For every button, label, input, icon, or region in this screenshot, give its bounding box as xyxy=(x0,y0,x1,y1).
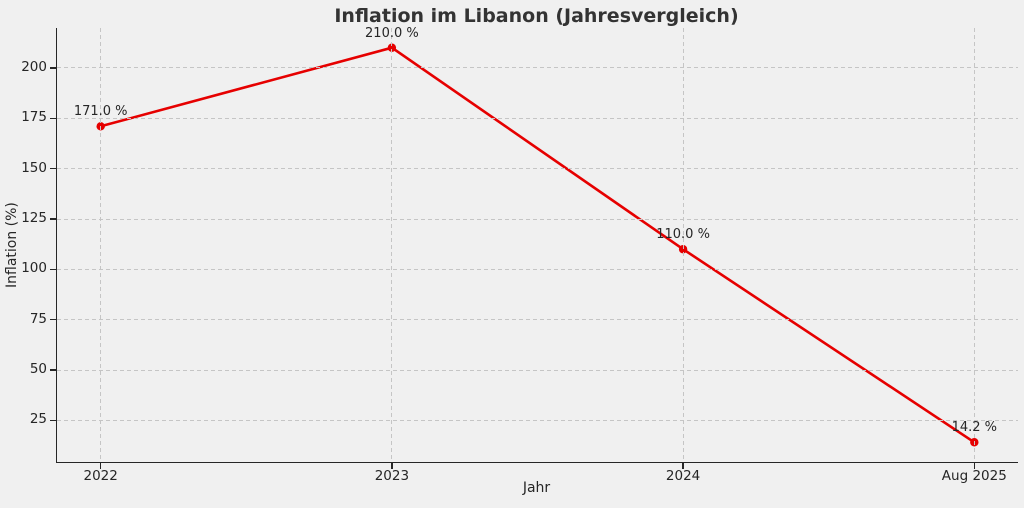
data-point-marker xyxy=(678,245,688,254)
y-tick-label: 100 xyxy=(21,260,47,277)
y-tick-label: 50 xyxy=(29,361,47,378)
y-tick-mark xyxy=(50,67,56,69)
chart-title: Inflation im Libanon (Jahresvergleich) xyxy=(334,5,739,27)
x-tick-mark xyxy=(682,463,684,469)
x-tick-label: 2023 xyxy=(374,468,410,484)
plot-area: 25 50 75 100 125 150 175 200 2022 2023 2024 Aug 202… xyxy=(21,26,1018,484)
series-line xyxy=(100,46,976,444)
y-tick-label: 75 xyxy=(29,310,47,327)
y-tick-label: 175 xyxy=(21,109,47,126)
y-tick-mark xyxy=(50,167,56,170)
y-tick-label: 150 xyxy=(21,159,47,176)
y-axis-title: Inflation (%) xyxy=(4,202,20,288)
y-tick-mark xyxy=(50,369,56,371)
x-tick-label: Aug 2025 xyxy=(941,468,1007,484)
x-tick-mark xyxy=(973,463,975,469)
inflation-line-series xyxy=(96,43,979,447)
y-tick-mark xyxy=(50,218,56,220)
x-tick-mark xyxy=(99,463,102,469)
data-point-marker xyxy=(96,122,105,131)
y-tick-label: 200 xyxy=(21,58,47,75)
x-tick-label: 2024 xyxy=(665,468,701,484)
data-point-marker xyxy=(387,43,397,52)
x-axis-title: Jahr xyxy=(522,480,551,496)
y-tick-mark xyxy=(50,419,56,422)
x-tick-label: 2022 xyxy=(83,468,118,484)
y-tick-label: 25 xyxy=(29,411,47,428)
y-tick-label: 125 xyxy=(21,210,47,226)
x-tick-mark xyxy=(391,463,393,469)
y-tick-mark xyxy=(50,117,56,119)
data-point-marker xyxy=(970,438,979,447)
y-tick-mark xyxy=(50,268,56,271)
y-tick-mark xyxy=(50,319,56,321)
